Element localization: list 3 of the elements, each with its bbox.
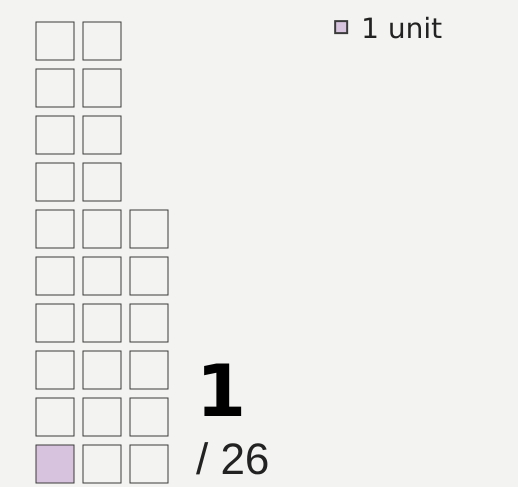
data-label: 1: [196, 349, 246, 433]
text: / 26: [196, 435, 270, 484]
legend-label: 1 unit: [361, 12, 442, 46]
